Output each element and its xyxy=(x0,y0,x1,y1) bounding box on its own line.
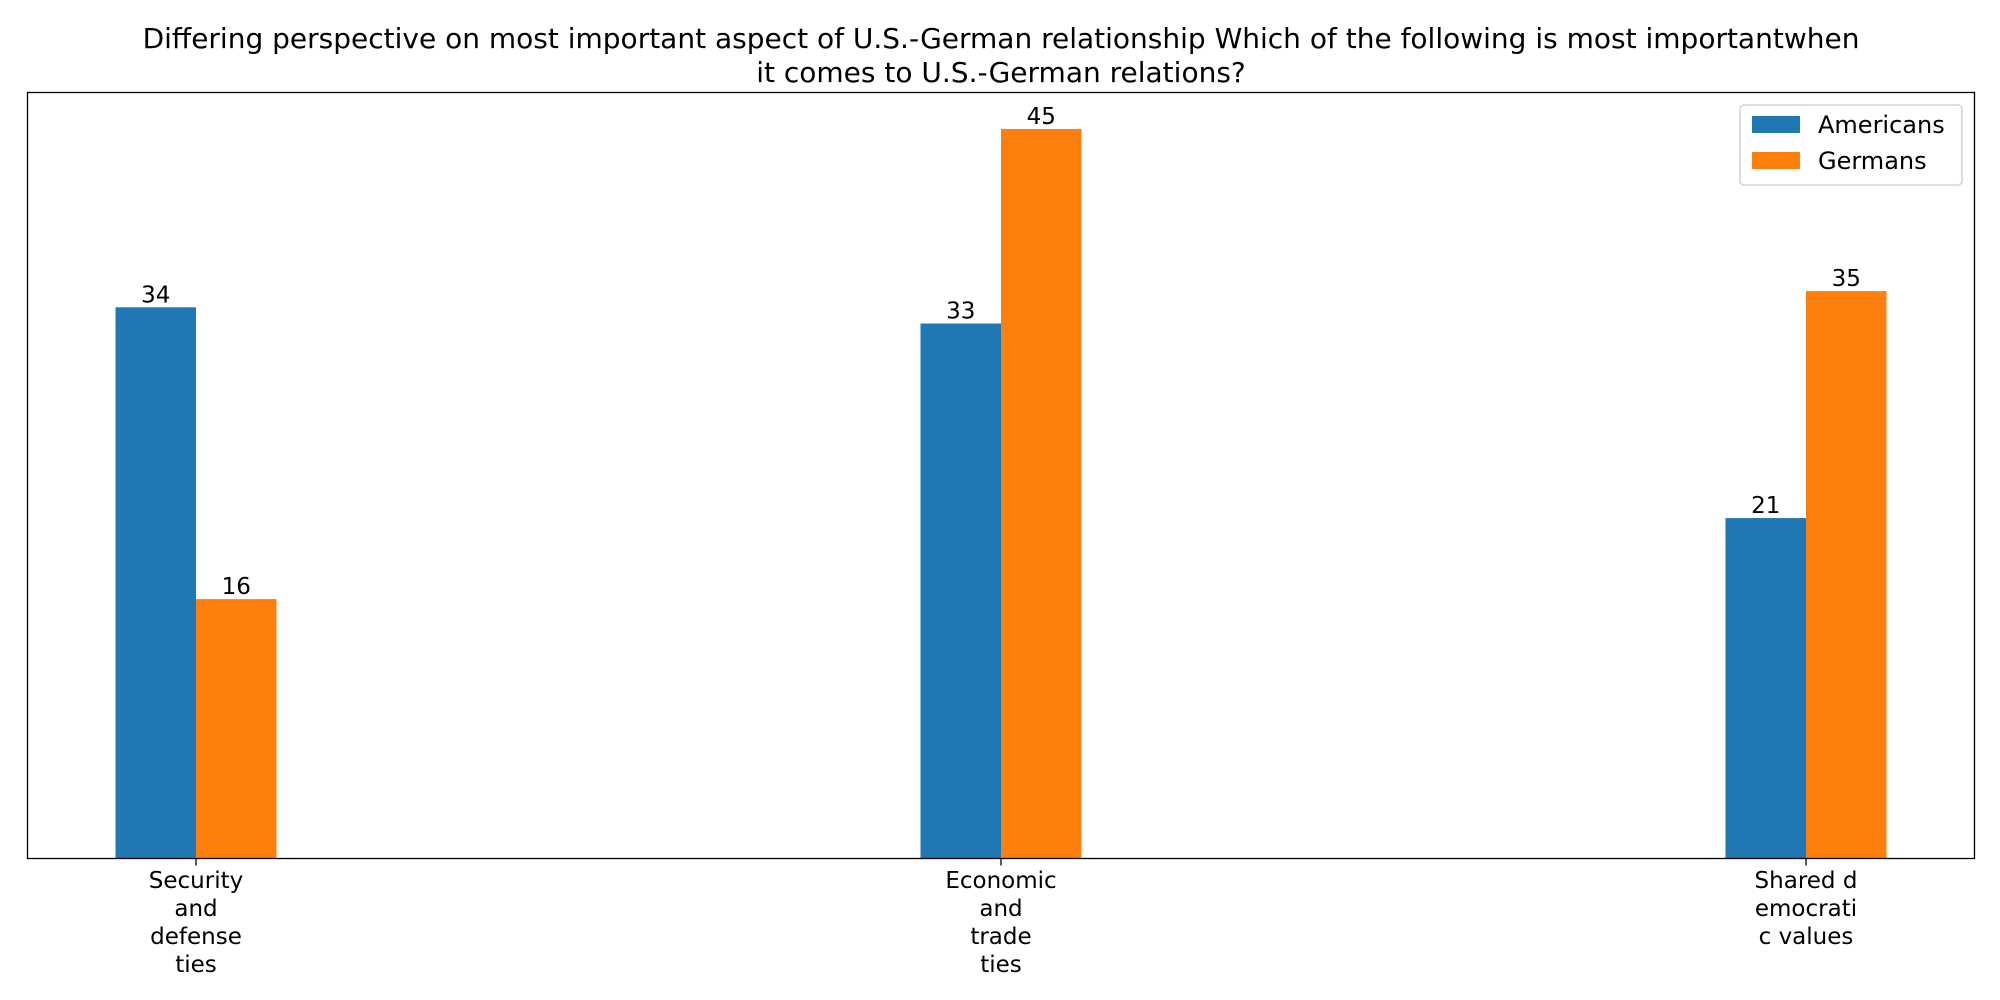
bar-germans-security-and-defense-ties xyxy=(196,599,277,859)
data-labels-layer: 34 33 21 16 45 35 xyxy=(141,104,1861,600)
data-label-americans-economic-and-trade-ties: 33 xyxy=(946,299,975,325)
legend-label-germans: Germans xyxy=(1818,147,1927,175)
bars-layer xyxy=(115,128,1887,859)
legend-swatch-americans xyxy=(1752,116,1800,133)
bar-germans-shared-democratic-values xyxy=(1806,291,1887,859)
bar-americans-security-and-defense-ties xyxy=(115,307,196,859)
x-tick-label-security-and-defense-ties-line-4: ties xyxy=(175,952,217,978)
bar-americans-economic-and-trade-ties xyxy=(920,323,1001,859)
data-label-germans-shared-democratic-values: 35 xyxy=(1832,266,1861,292)
x-tick-label-economic-and-trade-ties-line-2: and xyxy=(979,896,1022,922)
x-tick-label-economic-and-trade-ties-line-1: Economic xyxy=(945,868,1056,894)
x-axis-ticks: SecurityanddefensetiesEconomicandtradeti… xyxy=(149,858,1858,978)
bar-americans-shared-democratic-values xyxy=(1725,518,1806,859)
data-label-americans-shared-democratic-values: 21 xyxy=(1751,493,1780,519)
legend-item-germans: Germans xyxy=(1752,147,1927,175)
bar-germans-economic-and-trade-ties xyxy=(1001,128,1082,859)
x-tick-label-economic-and-trade-ties-line-4: ties xyxy=(980,952,1022,978)
chart-title-line-2: it comes to U.S.-German relations? xyxy=(756,56,1246,89)
legend-label-americans: Americans xyxy=(1818,111,1945,139)
x-tick-label-shared-democratic-values-line-1: Shared d xyxy=(1755,868,1858,894)
data-label-americans-security-and-defense-ties: 34 xyxy=(141,282,170,308)
x-tick-label-shared-democratic-values-line-3: c values xyxy=(1759,924,1854,950)
chart-title-line-1: Differing perspective on most important … xyxy=(143,22,1860,55)
x-tick-label-shared-democratic-values-line-2: emocrati xyxy=(1755,896,1857,922)
data-label-germans-economic-and-trade-ties: 45 xyxy=(1027,104,1056,130)
data-label-germans-security-and-defense-ties: 16 xyxy=(222,574,251,600)
x-tick-label-security-and-defense-ties-line-3: defense xyxy=(150,924,242,950)
legend-swatch-germans xyxy=(1752,152,1800,169)
legend: Americans Germans xyxy=(1739,104,1963,186)
x-tick-label-security-and-defense-ties-line-1: Security xyxy=(149,868,243,894)
legend-item-americans: Americans xyxy=(1752,111,1945,139)
x-tick-label-economic-and-trade-ties-line-3: trade xyxy=(970,924,1031,950)
chart-title: Differing perspective on most important … xyxy=(143,22,1860,89)
x-tick-label-security-and-defense-ties-line-2: and xyxy=(174,896,217,922)
